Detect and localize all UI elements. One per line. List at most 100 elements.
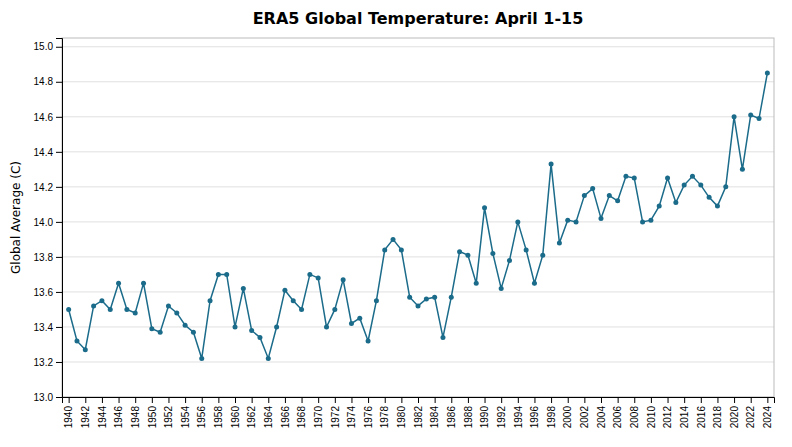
point	[673, 200, 678, 205]
point	[366, 338, 371, 343]
point	[299, 307, 304, 312]
point	[690, 174, 695, 179]
x-tick-mark	[518, 397, 519, 403]
point	[224, 272, 229, 277]
point	[407, 295, 412, 300]
x-tick: 1978	[379, 397, 390, 428]
x-tick-mark	[501, 397, 502, 403]
x-tick-mark	[102, 397, 103, 403]
x-tick-label: 2002	[579, 406, 590, 429]
x-tick-label: 2012	[662, 406, 673, 429]
point	[474, 281, 479, 286]
x-tick: 1976	[363, 397, 374, 428]
y-tick-mark	[56, 257, 62, 258]
grid-line	[62, 326, 774, 327]
y-tick-mark	[56, 187, 62, 188]
point	[124, 307, 129, 312]
point	[449, 295, 454, 300]
x-tick-label: 1940	[63, 406, 74, 429]
x-tick-mark	[751, 397, 752, 403]
point	[598, 216, 603, 221]
x-tick-mark	[701, 397, 702, 403]
x-tick-mark	[318, 397, 319, 403]
x-tick: 1958	[213, 397, 224, 428]
y-tick-label: 14.4	[34, 147, 54, 158]
point	[282, 288, 287, 293]
x-tick-mark	[168, 397, 169, 403]
x-tick: 1970	[313, 397, 324, 428]
point	[199, 356, 204, 361]
point	[316, 275, 321, 280]
x-tick: 1988	[463, 397, 474, 428]
point	[74, 338, 79, 343]
y-tick: 13.2	[34, 357, 62, 368]
point	[233, 324, 238, 329]
x-tick: 2006	[612, 397, 623, 428]
y-axis-line	[56, 39, 63, 398]
y-tick-label: 13.4	[34, 322, 54, 333]
point	[732, 114, 737, 119]
x-tick-label: 1980	[396, 406, 407, 429]
point	[91, 303, 96, 308]
y-tick-mark	[56, 362, 62, 363]
x-tick-mark	[135, 397, 136, 403]
y-tick: 14.4	[34, 147, 62, 158]
x-tick-label: 1972	[330, 406, 341, 429]
point	[582, 193, 587, 198]
x-tick-label: 2008	[629, 406, 640, 429]
point	[416, 303, 421, 308]
x-tick-label: 1998	[546, 406, 557, 429]
x-tick: 1974	[346, 397, 357, 428]
grid-line	[62, 46, 774, 47]
x-tick: 1942	[80, 397, 91, 428]
point	[507, 258, 512, 263]
grid-line	[62, 256, 774, 257]
x-tick-mark	[551, 397, 552, 403]
y-tick: 13.4	[34, 322, 62, 333]
point	[66, 307, 71, 312]
x-tick-label: 2022	[745, 406, 756, 429]
x-tick: 2020	[729, 397, 740, 428]
x-tick-label: 1984	[429, 406, 440, 429]
point	[332, 307, 337, 312]
point	[257, 335, 262, 340]
point	[191, 330, 196, 335]
x-tick: 2012	[662, 397, 673, 428]
x-tick-mark	[634, 397, 635, 403]
y-tick: 15.0	[34, 41, 62, 52]
grid-line	[62, 151, 774, 152]
point	[524, 247, 529, 252]
x-tick-mark	[285, 397, 286, 403]
x-tick-label: 1990	[479, 406, 490, 429]
x-tick: 2002	[579, 397, 590, 428]
x-tick: 1940	[63, 397, 74, 428]
point	[682, 183, 687, 188]
x-tick-label: 1958	[213, 406, 224, 429]
x-tick-label: 2018	[712, 406, 723, 429]
x-tick-label: 1952	[163, 406, 174, 429]
y-tick-mark	[56, 327, 62, 328]
y-tick-label: 13.0	[34, 392, 54, 403]
x-tick: 1952	[163, 397, 174, 428]
point	[457, 249, 462, 254]
point	[432, 295, 437, 300]
x-tick-label: 2014	[679, 406, 690, 429]
x-tick: 1972	[330, 397, 341, 428]
x-tick-label: 1994	[513, 406, 524, 429]
y-tick: 14.8	[34, 76, 62, 87]
x-tick-label: 2024	[762, 406, 773, 429]
x-tick-label: 1964	[263, 406, 274, 429]
x-tick-label: 1960	[230, 406, 241, 429]
x-tick-mark	[85, 397, 86, 403]
x-tick-mark	[401, 397, 402, 403]
point	[623, 174, 628, 179]
x-tick-label: 2000	[562, 406, 573, 429]
x-tick: 2004	[596, 397, 607, 428]
point	[723, 184, 728, 189]
x-tick-label: 2020	[729, 406, 740, 429]
point	[757, 116, 762, 121]
x-tick-label: 1974	[346, 406, 357, 429]
x-tick-label: 1978	[379, 406, 390, 429]
point	[698, 183, 703, 188]
x-tick: 1994	[513, 397, 524, 428]
